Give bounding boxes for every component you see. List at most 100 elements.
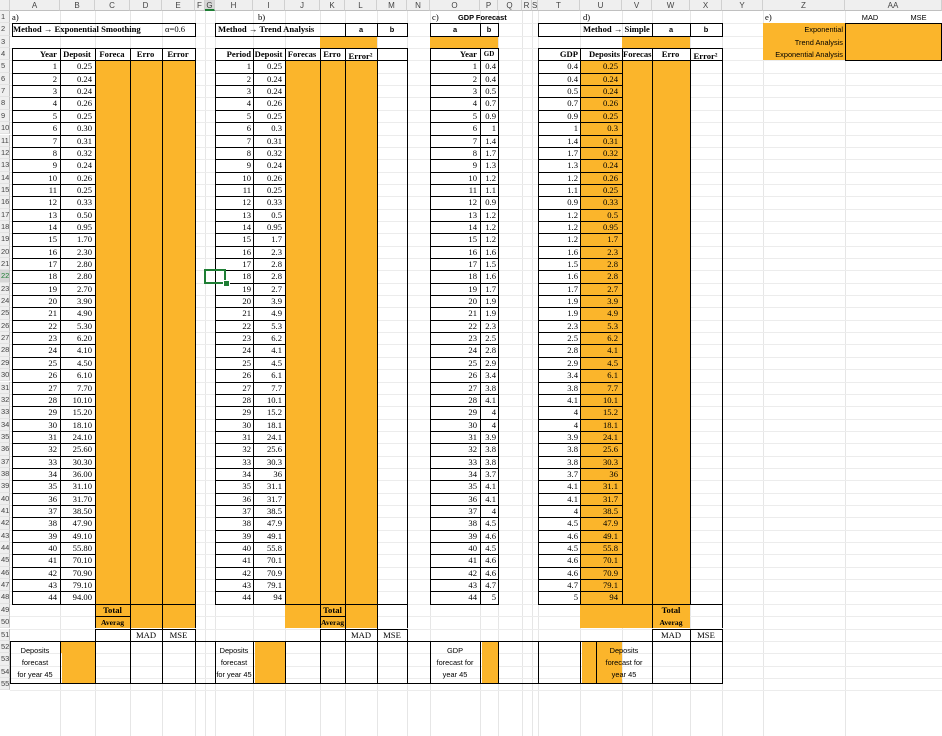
row-header-36[interactable]: 36 bbox=[0, 443, 10, 456]
row-header-9[interactable]: 9 bbox=[0, 109, 10, 123]
row-header-6[interactable]: 6 bbox=[0, 72, 10, 86]
column-header-Y[interactable]: Y bbox=[722, 0, 763, 11]
row-header-30[interactable]: 30 bbox=[0, 369, 10, 382]
deposit-d: 55.8 bbox=[602, 543, 618, 554]
row-header-40[interactable]: 40 bbox=[0, 492, 10, 505]
row-header-27[interactable]: 27 bbox=[0, 332, 10, 345]
row-header-8[interactable]: 8 bbox=[0, 97, 10, 110]
total-cells-d[interactable] bbox=[580, 603, 690, 629]
row-header-33[interactable]: 33 bbox=[0, 406, 10, 419]
forecast-cells-b[interactable] bbox=[285, 60, 377, 604]
column-header-E[interactable]: E bbox=[162, 0, 195, 11]
row-header-54[interactable]: 54 bbox=[0, 665, 10, 678]
row-header-44[interactable]: 44 bbox=[0, 542, 10, 555]
ab-cells-b[interactable] bbox=[320, 35, 377, 49]
row-header-16[interactable]: 16 bbox=[0, 196, 10, 209]
column-header-Z[interactable]: Z bbox=[763, 0, 845, 11]
row-header-32[interactable]: 32 bbox=[0, 393, 10, 407]
row-header-38[interactable]: 38 bbox=[0, 467, 10, 481]
column-header-I[interactable]: I bbox=[253, 0, 285, 11]
row-header-49[interactable]: 49 bbox=[0, 603, 10, 617]
row-header-25[interactable]: 25 bbox=[0, 307, 10, 320]
row-header-42[interactable]: 42 bbox=[0, 517, 10, 530]
column-header-C[interactable]: C bbox=[95, 0, 130, 11]
row-header-43[interactable]: 43 bbox=[0, 529, 10, 543]
column-header-D[interactable]: D bbox=[130, 0, 162, 11]
fill-handle[interactable] bbox=[223, 279, 230, 287]
row-header-5[interactable]: 5 bbox=[0, 60, 10, 73]
row-header-20[interactable]: 20 bbox=[0, 245, 10, 258]
column-header-W[interactable]: W bbox=[652, 0, 690, 11]
row-header-34[interactable]: 34 bbox=[0, 418, 10, 431]
forecast-value-box-2[interactable] bbox=[482, 640, 498, 683]
column-header-B[interactable]: B bbox=[60, 0, 95, 11]
column-header-A[interactable]: A bbox=[10, 0, 60, 11]
forecast-value-box-0[interactable] bbox=[62, 640, 95, 683]
column-header-AA[interactable]: AA bbox=[845, 0, 942, 11]
forecast-value-box-3[interactable] bbox=[582, 640, 622, 683]
row-header-24[interactable]: 24 bbox=[0, 295, 10, 308]
column-header-L[interactable]: L bbox=[345, 0, 377, 11]
row-header-22[interactable]: 22 bbox=[0, 270, 10, 283]
row-header-47[interactable]: 47 bbox=[0, 579, 10, 592]
row-header-2[interactable]: 2 bbox=[0, 23, 10, 36]
row-header-4[interactable]: 4 bbox=[0, 48, 10, 61]
row-header-23[interactable]: 23 bbox=[0, 282, 10, 296]
row-header-14[interactable]: 14 bbox=[0, 171, 10, 184]
row-header-37[interactable]: 37 bbox=[0, 455, 10, 468]
column-header-V[interactable]: V bbox=[622, 0, 652, 11]
row-header-55[interactable]: 55 bbox=[0, 677, 10, 691]
row-header-28[interactable]: 28 bbox=[0, 344, 10, 357]
row-header-29[interactable]: 29 bbox=[0, 356, 10, 370]
row-header-53[interactable]: 53 bbox=[0, 653, 10, 666]
row-header-39[interactable]: 39 bbox=[0, 480, 10, 493]
row-header-52[interactable]: 52 bbox=[0, 640, 10, 654]
row-header-11[interactable]: 11 bbox=[0, 134, 10, 147]
gdp-c: 1.1 bbox=[485, 184, 496, 195]
column-header-S[interactable]: S bbox=[532, 0, 538, 11]
row-header-17[interactable]: 17 bbox=[0, 208, 10, 221]
column-header-F[interactable]: F bbox=[195, 0, 205, 11]
row-header-19[interactable]: 19 bbox=[0, 233, 10, 246]
column-header-U[interactable]: U bbox=[580, 0, 622, 11]
column-header-H[interactable]: H bbox=[215, 0, 253, 11]
row-header-46[interactable]: 46 bbox=[0, 566, 10, 580]
row-header-18[interactable]: 18 bbox=[0, 220, 10, 234]
column-header-R[interactable]: R bbox=[522, 0, 532, 11]
column-header-O[interactable]: O bbox=[430, 0, 480, 11]
row-header-41[interactable]: 41 bbox=[0, 505, 10, 518]
ab-cells-d[interactable] bbox=[622, 35, 690, 49]
row-header-26[interactable]: 26 bbox=[0, 319, 10, 333]
column-header-N[interactable]: N bbox=[407, 0, 430, 11]
column-header-P[interactable]: P bbox=[480, 0, 498, 11]
forecast-value-box-1[interactable] bbox=[255, 640, 285, 683]
row-header-48[interactable]: 48 bbox=[0, 591, 10, 604]
column-header-M[interactable]: M bbox=[377, 0, 407, 11]
forecast-cells-d[interactable] bbox=[580, 60, 690, 604]
ab-cells-c[interactable] bbox=[430, 35, 498, 49]
row-header-10[interactable]: 10 bbox=[0, 122, 10, 135]
row-header-7[interactable]: 7 bbox=[0, 85, 10, 98]
row-header-45[interactable]: 45 bbox=[0, 554, 10, 567]
row-header-15[interactable]: 15 bbox=[0, 183, 10, 197]
row-header-12[interactable]: 12 bbox=[0, 146, 10, 160]
select-all-corner[interactable] bbox=[0, 0, 10, 11]
row-header-13[interactable]: 13 bbox=[0, 159, 10, 172]
summary-cells-e[interactable] bbox=[763, 23, 942, 61]
selected-cell[interactable] bbox=[204, 269, 226, 284]
column-header-T[interactable]: T bbox=[538, 0, 580, 11]
column-header-X[interactable]: X bbox=[690, 0, 722, 11]
column-header-K[interactable]: K bbox=[320, 0, 345, 11]
forecast-cells-a[interactable] bbox=[95, 60, 195, 604]
row-header-31[interactable]: 31 bbox=[0, 381, 10, 394]
row-header-50[interactable]: 50 bbox=[0, 616, 10, 629]
column-header-J[interactable]: J bbox=[285, 0, 320, 11]
row-header-51[interactable]: 51 bbox=[0, 628, 10, 641]
column-header-Q[interactable]: Q bbox=[498, 0, 522, 11]
column-header-G[interactable]: G bbox=[205, 0, 215, 11]
row-header-3[interactable]: 3 bbox=[0, 35, 10, 49]
row-header-35[interactable]: 35 bbox=[0, 430, 10, 444]
row-header-1[interactable]: 1 bbox=[0, 11, 10, 24]
row-header-21[interactable]: 21 bbox=[0, 258, 10, 271]
